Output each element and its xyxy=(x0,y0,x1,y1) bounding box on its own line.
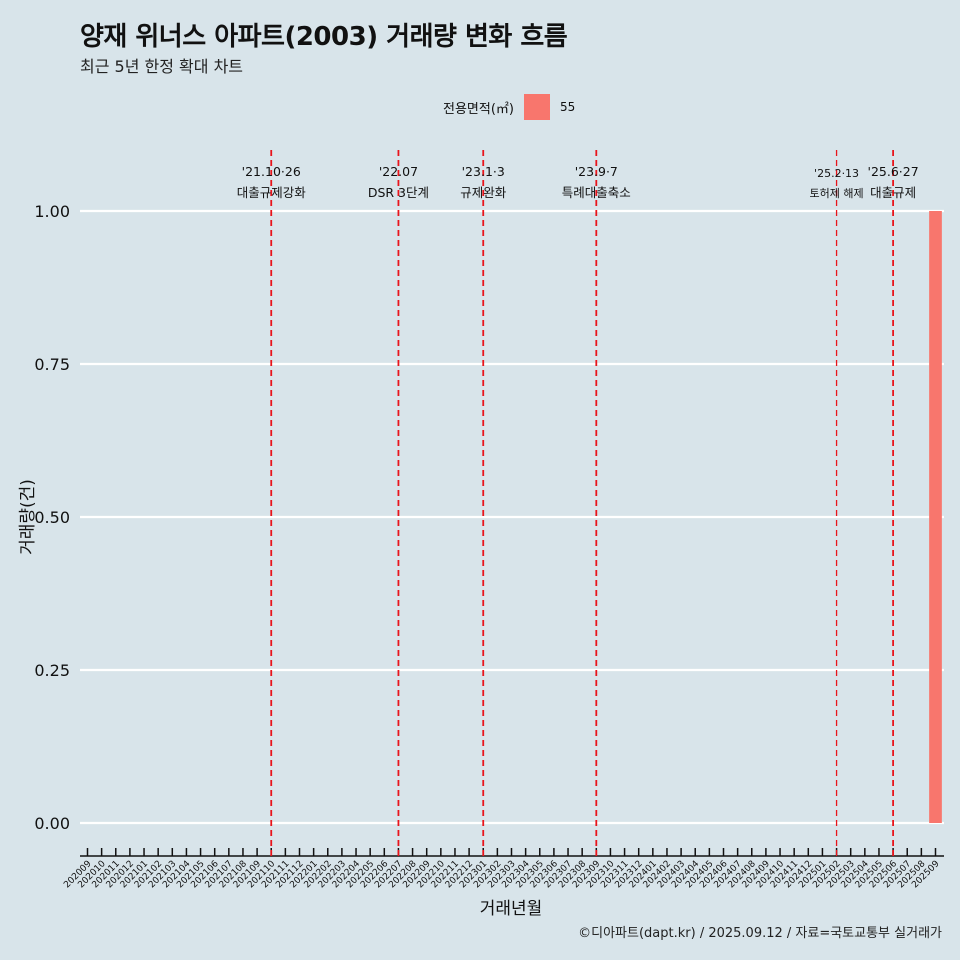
event-description-label: 토허제 해제 xyxy=(810,186,864,200)
y-tick-label: 0.75 xyxy=(34,355,70,374)
event-date-label: '21.10·26 xyxy=(242,164,301,179)
event-date-label: '23.9·7 xyxy=(575,164,618,179)
chart-title: 양재 위너스 아파트(2003) 거래량 변화 흐름 xyxy=(80,22,568,52)
bar-202509 xyxy=(929,211,942,823)
event-description-label: 대출규제강화 xyxy=(237,185,307,200)
source-caption: ©디아파트(dapt.kr) / 2025.09.12 / 자료=국토교통부 실… xyxy=(578,926,942,941)
legend-label-55: 55 xyxy=(559,100,576,114)
y-axis-label: 거래량(건) xyxy=(18,479,38,555)
event-date-label: '22.07 xyxy=(379,164,418,179)
legend-title: 전용면적(㎡) xyxy=(443,101,514,117)
legend-swatch-55 xyxy=(523,94,550,120)
event-date-label: '25.6·27 xyxy=(868,164,919,179)
x-axis-label: 거래년월 xyxy=(480,899,543,919)
event-description-label: 특례대출축소 xyxy=(562,185,631,200)
event-description-label: 규제완화 xyxy=(460,185,507,200)
y-tick-label: 0.25 xyxy=(34,661,70,680)
event-description-label: DSR 3단계 xyxy=(368,185,429,200)
y-tick-label: 1.00 xyxy=(34,202,70,221)
chart-subtitle: 최근 5년 한정 확대 차트 xyxy=(80,57,244,76)
legend: 전용면적(㎡) 55 xyxy=(443,94,575,120)
y-tick-label: 0.00 xyxy=(34,814,70,833)
event-date-label: '23.1·3 xyxy=(462,164,505,179)
event-date-label: '25.2·13 xyxy=(814,167,859,180)
event-description-label: 대출규제 xyxy=(870,185,916,200)
y-tick-label: 0.50 xyxy=(34,508,70,527)
